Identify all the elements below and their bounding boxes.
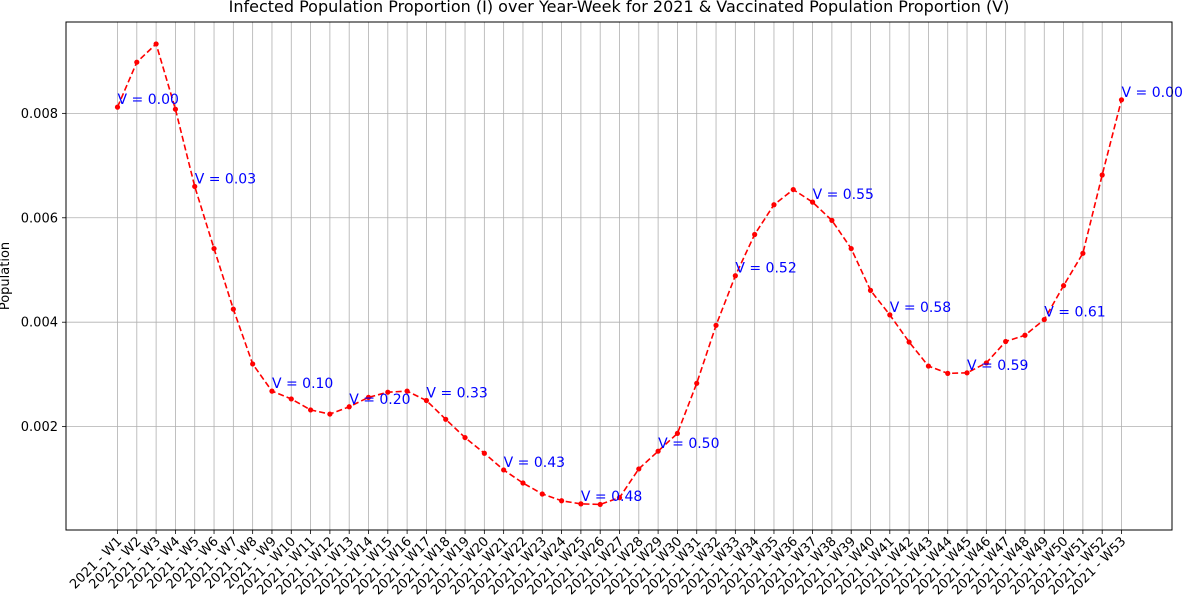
y-axis-ticks: 0.002 0.004 0.006 0.008 <box>21 107 66 435</box>
data-point <box>307 407 314 413</box>
data-point <box>906 339 912 345</box>
data-point <box>1118 97 1125 103</box>
data-point <box>230 306 236 312</box>
data-point <box>1060 283 1067 289</box>
vaccination-annotation: V = 0.52 <box>735 261 796 277</box>
y-tick-label: 0.002 <box>21 420 58 435</box>
data-point <box>809 199 816 205</box>
data-point <box>945 370 951 376</box>
data-point <box>1041 316 1047 323</box>
vaccination-annotation: V = 0.58 <box>890 300 951 316</box>
data-point <box>520 480 526 486</box>
data-point <box>983 360 989 366</box>
data-point <box>114 104 121 110</box>
data-point <box>674 430 681 437</box>
data-points <box>114 41 1125 508</box>
data-point <box>211 245 217 252</box>
data-point <box>616 495 623 501</box>
vaccination-annotation: V = 0.03 <box>195 171 256 187</box>
data-point <box>887 312 893 318</box>
data-point <box>423 397 430 404</box>
data-point <box>558 498 565 504</box>
y-axis-label: Population <box>0 242 13 310</box>
data-point <box>752 231 758 238</box>
vaccination-annotation: V = 0.55 <box>813 187 874 203</box>
data-point <box>848 245 854 252</box>
data-point <box>481 450 487 456</box>
chart-title: Infected Population Proportion (I) over … <box>229 0 1010 16</box>
vaccination-annotation: V = 0.48 <box>581 489 642 505</box>
data-point <box>1080 250 1086 256</box>
y-tick-label: 0.008 <box>21 107 58 122</box>
y-tick-label: 0.004 <box>21 316 58 331</box>
data-point <box>153 41 159 47</box>
data-point <box>771 202 777 208</box>
data-point <box>578 501 584 507</box>
vaccination-annotation: V = 0.10 <box>272 376 333 392</box>
data-point <box>250 361 256 367</box>
data-point <box>443 416 449 422</box>
data-point <box>655 448 661 454</box>
data-point <box>192 183 198 190</box>
data-point <box>404 388 410 394</box>
data-point <box>346 404 352 410</box>
data-point <box>636 466 642 472</box>
data-point <box>829 217 835 223</box>
vaccination-annotation: V = 0.50 <box>658 436 719 452</box>
vaccination-annotation: V = 0.59 <box>967 358 1028 374</box>
vaccination-annotation: V = 0.33 <box>426 386 487 402</box>
data-point <box>327 411 333 417</box>
data-point <box>501 467 507 473</box>
annotations: V = 0.00 V = 0.03 V = 0.10 V = 0.20 V = 0.33… <box>118 85 1183 505</box>
data-point <box>365 394 372 400</box>
data-point <box>597 501 603 508</box>
data-point <box>1022 332 1028 338</box>
grid-lines <box>66 22 1172 530</box>
data-point <box>694 380 700 386</box>
data-point <box>269 388 275 394</box>
vaccination-annotation: V = 0.00 <box>118 92 179 108</box>
data-point <box>1099 172 1105 178</box>
vaccination-annotation: V = 0.43 <box>504 455 565 471</box>
data-point <box>385 389 391 395</box>
data-point <box>964 370 970 376</box>
vaccination-annotation: V = 0.61 <box>1044 305 1105 321</box>
data-point <box>462 434 468 441</box>
plot-frame <box>65 21 1173 531</box>
data-point <box>288 396 294 402</box>
data-point <box>732 273 738 279</box>
data-point <box>172 106 179 112</box>
vaccination-annotation: V = 0.20 <box>349 392 410 408</box>
data-point <box>134 59 140 65</box>
data-point <box>790 186 796 193</box>
data-point <box>1003 338 1009 345</box>
vaccination-annotation: V = 0.00 <box>1122 85 1183 101</box>
data-point <box>539 491 545 497</box>
y-tick-label: 0.006 <box>21 211 58 226</box>
data-point <box>867 287 874 293</box>
data-point <box>925 363 932 369</box>
data-point <box>713 322 719 328</box>
